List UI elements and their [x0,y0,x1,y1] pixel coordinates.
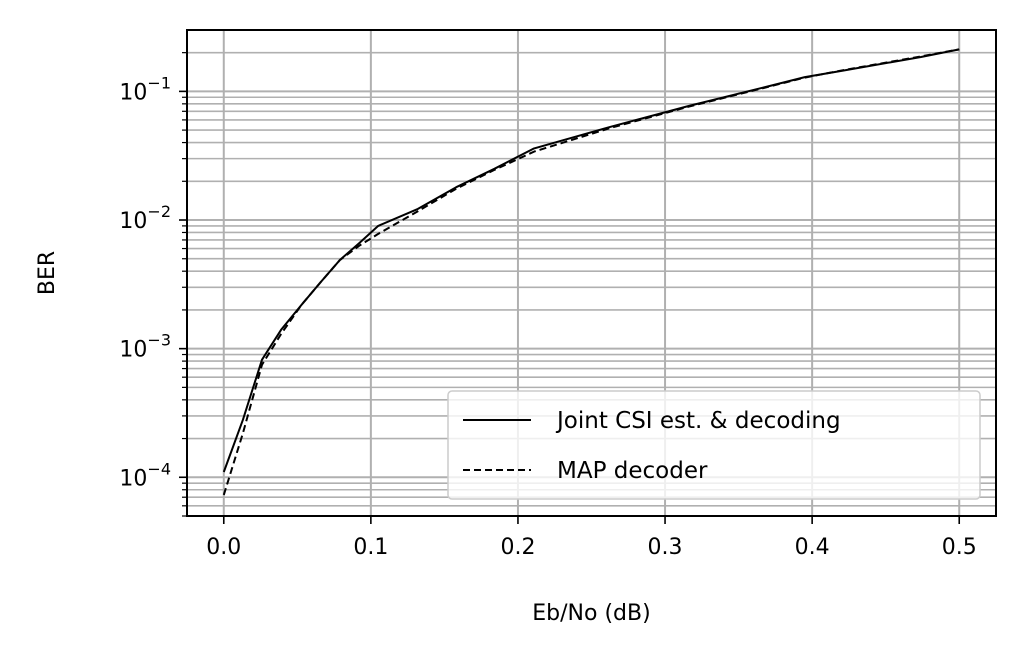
axis-ticks: 0.0 0.1 0.2 0.3 0.4 0.5 10−4 10−3 10−2 10−1 [119,52,977,560]
x-tick-label: 0.4 [795,535,830,560]
legend: Joint CSI est. & decoding MAP decoder [447,390,981,500]
y-tick-label: 10−1 [119,73,171,105]
legend-label-joint: Joint CSI est. & decoding [555,408,841,434]
series-layer [222,48,960,496]
x-tick-label: 0.5 [942,535,977,560]
y-tick-label: 10−2 [119,202,171,234]
y-tick-label: 10−4 [119,459,171,491]
legend-label-map: MAP decoder [557,458,708,484]
x-tick-label: 0.1 [353,535,388,560]
y-axis-label: BER [35,251,60,295]
series-line-map [222,48,960,496]
legend-box [447,390,981,500]
x-tick-label: 0.0 [206,535,241,560]
y-tick-label: 10−3 [119,331,171,363]
x-axis-label: Eb/No (dB) [532,601,650,626]
x-tick-label: 0.3 [648,535,683,560]
x-tick-label: 0.2 [500,535,535,560]
plot-frame [186,29,997,517]
